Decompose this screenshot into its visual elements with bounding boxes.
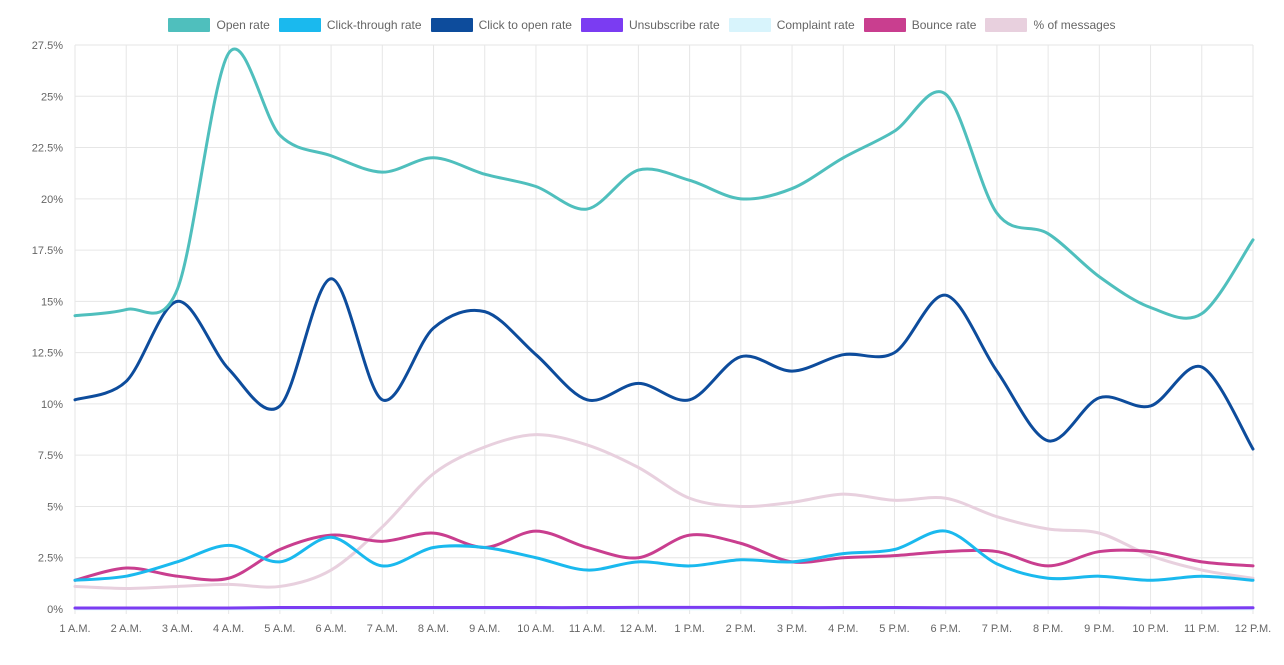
y-tick-label: 0% xyxy=(47,604,63,616)
grid xyxy=(75,45,1253,614)
legend-item[interactable]: Complaint rate xyxy=(729,18,855,32)
series-points xyxy=(75,531,1253,580)
legend-item[interactable]: Unsubscribe rate xyxy=(581,18,720,32)
x-tick-label: 3 A.M. xyxy=(162,623,193,635)
x-tick-label: 9 P.M. xyxy=(1084,623,1114,635)
series-line-bounce-rate xyxy=(75,531,1253,580)
y-tick-label: 5% xyxy=(47,501,63,513)
legend-item[interactable]: % of messages xyxy=(985,18,1115,32)
legend-label: Click to open rate xyxy=(479,18,572,32)
x-tick-label: 8 P.M. xyxy=(1033,623,1063,635)
legend-swatch xyxy=(581,18,623,32)
y-tick-label: 2.5% xyxy=(38,553,63,565)
legend-label: Click-through rate xyxy=(327,18,422,32)
x-tick-label: 12 A.M. xyxy=(620,623,657,635)
x-tick-label: 6 A.M. xyxy=(315,623,346,635)
x-tick-label: 3 P.M. xyxy=(777,623,807,635)
x-tick-label: 11 P.M. xyxy=(1184,623,1220,635)
y-tick-label: 7.5% xyxy=(38,450,63,462)
legend-label: % of messages xyxy=(1033,18,1115,32)
series-points xyxy=(75,279,1253,449)
chart-legend: Open rate Click-through rate Click to open… xyxy=(0,18,1284,32)
x-tick-label: 1 A.M. xyxy=(59,623,90,635)
legend-swatch xyxy=(279,18,321,32)
x-tick-label: 12 P.M. xyxy=(1235,623,1272,635)
x-tick-label: 11 A.M. xyxy=(569,623,605,635)
legend-item[interactable]: Open rate xyxy=(168,18,269,32)
y-tick-label: 22.5% xyxy=(32,143,63,155)
legend-label: Complaint rate xyxy=(777,18,855,32)
y-tick-label: 17.5% xyxy=(32,245,63,257)
y-tick-label: 25% xyxy=(41,91,63,103)
legend-item[interactable]: Bounce rate xyxy=(864,18,977,32)
series-line-open-rate xyxy=(75,49,1253,318)
x-axis: 1 A.M. 2 A.M. 3 A.M. 4 A.M. 5 A.M. 6 A.M. 7 A.… xyxy=(59,623,1271,635)
series-line-unsubscribe-rate xyxy=(75,607,1253,608)
x-tick-label: 1 P.M. xyxy=(674,623,704,635)
x-tick-label: 10 A.M. xyxy=(517,623,554,635)
x-tick-label: 8 A.M. xyxy=(418,623,449,635)
legend-swatch xyxy=(864,18,906,32)
x-tick-label: 10 P.M. xyxy=(1132,623,1169,635)
series-lines xyxy=(75,49,1253,609)
legend-swatch xyxy=(729,18,771,32)
series-line-click-through-rate xyxy=(75,531,1253,580)
legend-item[interactable]: Click-through rate xyxy=(279,18,422,32)
series-points xyxy=(75,53,1253,316)
legend-label: Bounce rate xyxy=(912,18,977,32)
series-points xyxy=(75,531,1253,580)
x-tick-label: 5 P.M. xyxy=(879,623,909,635)
y-tick-label: 12.5% xyxy=(32,348,63,360)
x-tick-label: 7 P.M. xyxy=(982,623,1012,635)
y-tick-label: 27.5% xyxy=(32,40,63,52)
y-tick-label: 20% xyxy=(41,194,63,206)
legend-label: Unsubscribe rate xyxy=(629,18,720,32)
legend-label: Open rate xyxy=(216,18,269,32)
x-tick-label: 2 P.M. xyxy=(726,623,756,635)
x-tick-label: 5 A.M. xyxy=(264,623,295,635)
series-line-click-to-open-rate xyxy=(75,279,1253,449)
x-tick-label: 2 A.M. xyxy=(111,623,142,635)
legend-swatch xyxy=(431,18,473,32)
x-tick-label: 6 P.M. xyxy=(931,623,961,635)
legend-swatch xyxy=(985,18,1027,32)
x-tick-label: 7 A.M. xyxy=(367,623,398,635)
legend-item[interactable]: Click to open rate xyxy=(431,18,572,32)
x-tick-label: 9 A.M. xyxy=(469,623,500,635)
x-tick-label: 4 A.M. xyxy=(213,623,244,635)
legend-swatch xyxy=(168,18,210,32)
y-tick-label: 15% xyxy=(41,296,63,308)
x-tick-label: 4 P.M. xyxy=(828,623,858,635)
y-tick-label: 10% xyxy=(41,399,63,411)
y-axis: 0% 2.5% 5% 7.5% 10% 12.5% 15% 17.5% 20% 22.5% 25% 2… xyxy=(32,40,63,616)
